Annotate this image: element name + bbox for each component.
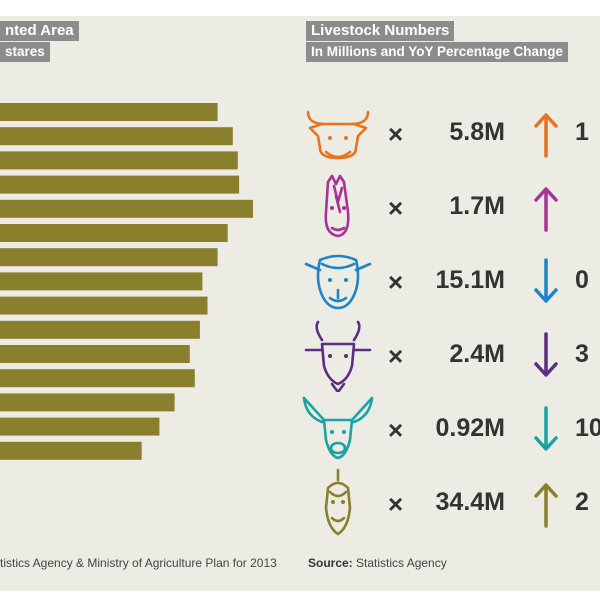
percentage-change: 1 <box>575 118 589 146</box>
bar <box>0 199 253 218</box>
goat-icon <box>300 320 376 394</box>
cow-icon <box>300 98 376 170</box>
right-source: Source: Statistics Agency <box>308 556 447 570</box>
right-subtitle: In Millions and YoY Percentage Change <box>306 42 569 62</box>
bar <box>0 320 200 339</box>
livestock-count: 5.8M <box>449 118 505 146</box>
deer-icon <box>300 394 376 466</box>
left-title: nted Area <box>0 21 79 41</box>
livestock-count: 1.7M <box>449 192 505 220</box>
bar <box>0 369 195 388</box>
arrow-up-icon <box>530 480 562 528</box>
percentage-change: 3 <box>575 340 589 368</box>
bar <box>0 345 190 363</box>
arrow-down-icon <box>530 406 562 454</box>
left-subtitle: stares <box>0 42 50 62</box>
livestock-count: 34.4M <box>435 488 505 516</box>
bar <box>0 248 218 267</box>
bar <box>0 272 203 291</box>
multiplier-sign: × <box>388 193 404 223</box>
bar <box>0 296 208 315</box>
multiplier-sign: × <box>388 341 404 371</box>
horse-icon <box>300 172 376 244</box>
left-source-text: tistics Agency & Ministry of Agriculture… <box>0 556 277 570</box>
bar <box>0 127 233 146</box>
livestock-count: 2.4M <box>449 340 505 368</box>
infographic-panel: nted Area stares Livestock Numbers In Mi… <box>0 16 600 591</box>
arrow-up-icon <box>530 110 562 158</box>
percentage-change: 10 <box>575 414 600 442</box>
sheep-icon <box>300 246 376 318</box>
right-source-text: Statistics Agency <box>352 556 447 570</box>
right-source-label: Source: <box>308 556 353 570</box>
right-title: Livestock Numbers <box>306 21 455 41</box>
camel-icon <box>300 468 376 540</box>
bar <box>0 224 228 242</box>
multiplier-sign: × <box>388 489 404 519</box>
arrow-down-icon <box>530 258 562 306</box>
bar <box>0 441 142 460</box>
multiplier-sign: × <box>388 119 404 149</box>
bar <box>0 151 238 170</box>
percentage-change: 2 <box>575 488 589 516</box>
bar <box>0 417 160 436</box>
multiplier-sign: × <box>388 267 404 297</box>
arrow-up-icon <box>530 184 562 232</box>
arrow-down-icon <box>530 332 562 380</box>
bar-chart <box>0 103 253 460</box>
livestock-count: 15.1M <box>435 266 505 294</box>
bar <box>0 175 240 194</box>
livestock-count: 0.92M <box>435 414 505 442</box>
bar <box>0 393 175 412</box>
left-source: tistics Agency & Ministry of Agriculture… <box>0 556 277 570</box>
bar <box>0 103 218 121</box>
multiplier-sign: × <box>388 415 404 445</box>
percentage-change: 0 <box>575 266 589 294</box>
